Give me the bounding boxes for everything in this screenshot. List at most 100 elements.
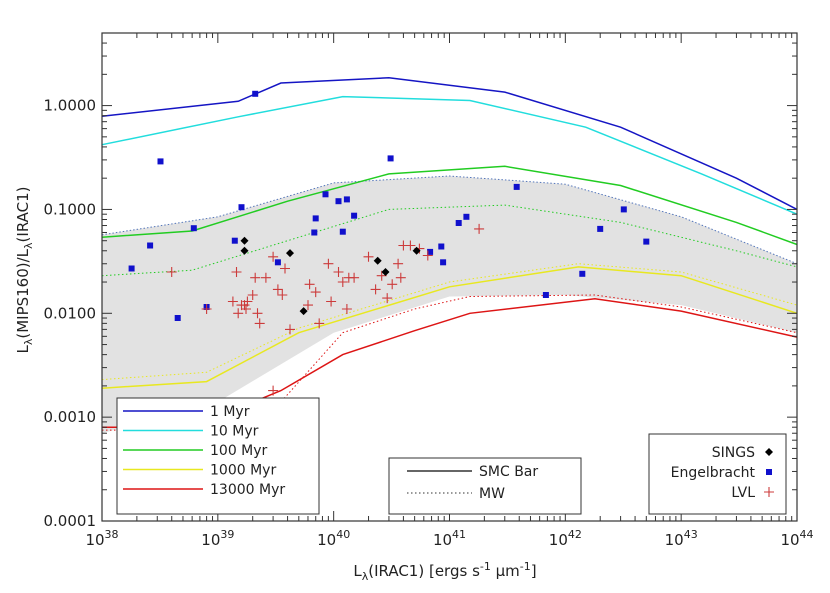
lvl-point — [268, 385, 279, 396]
sings-point — [240, 246, 249, 255]
engelbracht-point — [542, 292, 549, 298]
engelbracht-point — [252, 90, 259, 97]
x-axis-title: Lλ(IRAC1) [ergs s-1 μm-1] — [353, 560, 536, 583]
lvl-point — [310, 287, 321, 298]
lvl-point — [341, 304, 352, 314]
engelbracht-point — [190, 225, 197, 232]
lvl-point — [474, 223, 485, 234]
band-upper-dotted — [101, 175, 798, 265]
model-line-1000-myr-mw — [101, 263, 798, 381]
shaded-band-layer — [101, 175, 798, 434]
engelbracht-point — [147, 242, 154, 249]
engelbracht-point — [335, 198, 342, 205]
engelbracht-point — [231, 237, 238, 244]
model-line-1000-myr-smc — [101, 266, 798, 389]
x-tick-label: 1041 — [433, 528, 466, 549]
lvl-point — [277, 290, 288, 300]
x-tick-label: 1038 — [85, 528, 118, 549]
x-tick-label: 1039 — [201, 528, 234, 549]
lvl-point — [250, 272, 261, 283]
engelbracht-point — [343, 196, 350, 203]
legend-label-mw: MW — [479, 486, 505, 502]
legend-models: 1 Myr 10 Myr 100 Myr 1000 Myr 13000 Myr — [116, 397, 320, 515]
legend-label-1000-myr: 1000 Myr — [210, 463, 276, 479]
lvl-point — [280, 263, 290, 274]
lvl-point — [233, 308, 244, 319]
lvl-point — [252, 308, 263, 319]
lvl-point — [395, 272, 406, 283]
sings-point — [299, 307, 308, 316]
lvl-point — [314, 318, 325, 329]
lvl-point — [201, 304, 212, 314]
engelbracht-point — [351, 212, 358, 219]
legend-label-10-myr: 10 Myr — [210, 424, 259, 440]
lvl-point — [272, 284, 283, 295]
engelbracht-point — [128, 265, 135, 272]
legend-marker-sings — [765, 448, 773, 456]
engelbracht-point — [620, 206, 627, 213]
lvl-point — [323, 258, 334, 269]
lvl-point — [422, 250, 433, 261]
legend-samples-box — [648, 433, 787, 515]
lvl-point — [241, 304, 251, 314]
lvl-point — [337, 277, 348, 287]
sings-point — [412, 246, 421, 255]
lvl-point — [370, 284, 381, 295]
lvl-point — [326, 296, 337, 307]
x-tick-label: 1042 — [549, 528, 582, 549]
engelbracht-point — [579, 270, 586, 277]
lvl-point — [363, 251, 374, 262]
model-line-1-myr-smc — [101, 77, 798, 211]
data-points-layer — [128, 90, 650, 396]
x-tick-label: 1043 — [665, 528, 698, 549]
legend-label-13000-myr: 13000 Myr — [210, 482, 285, 498]
lvl-point — [166, 267, 177, 277]
legend-label-100-myr: 100 Myr — [210, 443, 268, 459]
x-tick-label: 1040 — [317, 528, 350, 549]
lvl-point — [268, 251, 279, 262]
legend-label-sings: SINGS — [712, 445, 755, 461]
engelbracht-point — [339, 228, 346, 235]
engelbracht-point — [427, 248, 434, 255]
engelbracht-point — [322, 191, 329, 198]
legend-label-1-myr: 1 Myr — [210, 404, 250, 420]
lvl-point — [333, 267, 344, 277]
sings-point — [381, 268, 390, 276]
lvl-point — [387, 279, 398, 290]
lvl-point — [227, 296, 238, 307]
legend-linestyles: SMC Bar MW — [388, 457, 582, 515]
legend-linestyles-box — [388, 457, 582, 515]
sings-point — [373, 256, 382, 265]
y-axis-title: Lλ(MIPS160)/Lλ(IRAC1) — [14, 186, 35, 353]
y-tick-label: 0.0001 — [44, 512, 97, 530]
engelbracht-point — [157, 158, 164, 165]
engelbracht-point — [597, 225, 604, 232]
legend-label-engelbracht: Engelbracht — [671, 465, 756, 481]
lvl-point — [231, 267, 242, 277]
lvl-point — [260, 272, 271, 283]
lvl-point — [382, 293, 393, 304]
legend-marker-lvl — [764, 487, 774, 497]
lvl-point — [405, 240, 416, 251]
x-tick-label: 1044 — [780, 528, 813, 549]
legend-label-lvl: LVL — [731, 485, 755, 501]
lvl-point — [304, 279, 315, 290]
engelbracht-point — [174, 315, 181, 321]
legend-marker-engelbracht — [766, 469, 772, 475]
legend-label-smc-bar: SMC Bar — [479, 464, 538, 480]
y-tick-label: 0.1000 — [44, 200, 97, 218]
lvl-point — [242, 296, 253, 307]
engelbracht-point — [455, 220, 462, 226]
lvl-point — [393, 258, 404, 269]
engelbracht-point — [463, 213, 470, 220]
y-tick-label: 1.0000 — [44, 97, 97, 115]
y-tick-label: 0.0100 — [44, 304, 97, 322]
legend-samples: SINGS Engelbracht LVL — [648, 433, 787, 515]
lvl-point — [285, 324, 295, 335]
engelbracht-point — [387, 155, 394, 162]
lvl-point — [254, 318, 265, 329]
legend-models-box — [116, 397, 320, 515]
engelbracht-point — [312, 215, 319, 222]
sings-point — [286, 249, 294, 258]
engelbracht-point — [440, 259, 447, 266]
